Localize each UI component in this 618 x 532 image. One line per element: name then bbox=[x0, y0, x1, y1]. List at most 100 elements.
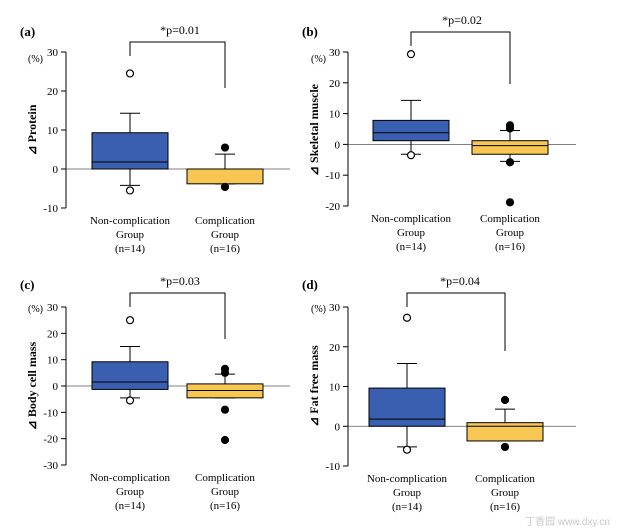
y-unit: (%) bbox=[311, 304, 326, 315]
y-tick-label: -30 bbox=[43, 460, 58, 472]
category-label: (n=14) bbox=[396, 241, 426, 253]
outlier-point bbox=[125, 186, 135, 195]
y-tick-label: 20 bbox=[47, 86, 59, 98]
panel-b: (b) (%) ⊿ Skeletal muscle -20 -10 0 10 20 30 *p=0… bbox=[302, 13, 576, 253]
y-tick-label: -20 bbox=[325, 201, 340, 213]
p-value-annotation: *p=0.02 bbox=[442, 13, 482, 27]
panel-d: (d) (%) ⊿ Fat free mass -10 0 10 20 30 *p=0.04 No… bbox=[302, 274, 576, 513]
category-label: Non-complication bbox=[90, 215, 171, 227]
y-tick-label: -20 bbox=[43, 434, 58, 446]
category-label: Group bbox=[397, 227, 426, 239]
box-group-non-complication bbox=[91, 316, 169, 405]
category-label: Group bbox=[496, 227, 525, 239]
category-label: Non-complication bbox=[367, 473, 448, 485]
panel-label: (d) bbox=[302, 277, 318, 292]
y-axis-label: ⊿ Body cell mass bbox=[25, 341, 39, 430]
outlier-point bbox=[402, 313, 412, 322]
box-group-complication bbox=[186, 143, 264, 192]
category-label: Complication bbox=[195, 472, 255, 484]
outlier-point bbox=[406, 50, 416, 59]
y-tick-label: 10 bbox=[47, 125, 59, 137]
panel-label: (c) bbox=[20, 277, 34, 292]
outlier-point bbox=[505, 158, 515, 167]
box-group-non-complication bbox=[91, 69, 169, 195]
y-axis-label: ⊿ Protein bbox=[25, 104, 39, 155]
panel-c: (c) (%) ⊿ Body cell mass -30 -20 -10 0 10 20 30 *p… bbox=[20, 274, 290, 512]
outlier-point bbox=[402, 445, 412, 454]
box bbox=[466, 422, 544, 442]
outlier-point bbox=[220, 182, 230, 192]
category-label: Complication bbox=[195, 215, 255, 227]
box bbox=[368, 387, 446, 427]
category-label: Group bbox=[116, 229, 145, 241]
category-label: (n=16) bbox=[210, 500, 240, 512]
y-tick-label: 20 bbox=[329, 78, 341, 90]
outlier-point bbox=[220, 405, 230, 414]
p-value-annotation: *p=0.03 bbox=[160, 274, 200, 288]
panel-label: (b) bbox=[302, 24, 318, 39]
y-tick-label: 10 bbox=[329, 109, 341, 121]
y-tick-label: 30 bbox=[329, 302, 341, 314]
outlier-point bbox=[406, 151, 416, 160]
y-tick-label: 30 bbox=[47, 302, 59, 314]
category-label: Non-complication bbox=[371, 213, 452, 225]
significance-bracket bbox=[129, 292, 226, 339]
box-group-non-complication bbox=[368, 313, 446, 454]
y-tick-label: 30 bbox=[329, 47, 341, 59]
category-label: (n=14) bbox=[115, 500, 145, 512]
y-tick-label: 0 bbox=[335, 139, 341, 151]
significance-bracket bbox=[410, 31, 511, 84]
box bbox=[91, 361, 169, 390]
box bbox=[186, 168, 264, 185]
category-label: (n=16) bbox=[210, 243, 240, 255]
box-group-complication bbox=[466, 395, 544, 452]
watermark: 丁香园 www.dxy.cn bbox=[525, 517, 610, 528]
category-label: (n=14) bbox=[392, 501, 422, 513]
y-tick-label: 10 bbox=[329, 382, 341, 394]
box bbox=[91, 132, 169, 170]
category-label: Complication bbox=[480, 213, 540, 225]
box bbox=[471, 140, 549, 155]
outlier-point bbox=[505, 124, 515, 133]
p-value-annotation: *p=0.01 bbox=[160, 23, 200, 37]
y-unit: (%) bbox=[28, 54, 43, 65]
y-tick-label: 0 bbox=[53, 381, 59, 393]
y-tick-label: 10 bbox=[47, 355, 59, 367]
y-axis-label: ⊿ Skeletal muscle bbox=[307, 83, 321, 176]
category-label: Non-complication bbox=[90, 472, 171, 484]
category-label: (n=16) bbox=[495, 241, 525, 253]
outlier-point bbox=[220, 435, 230, 445]
y-unit: (%) bbox=[311, 54, 326, 65]
y-tick-label: -10 bbox=[43, 203, 58, 215]
outlier-point bbox=[125, 396, 135, 405]
y-tick-label: 0 bbox=[335, 421, 341, 433]
category-label: Group bbox=[211, 486, 240, 498]
panel-a: (a) (%) ⊿ Protein -10 0 10 20 30 *p=0.01 Non-comp… bbox=[20, 23, 290, 255]
outlier-point bbox=[500, 442, 510, 452]
outlier-point bbox=[220, 368, 230, 377]
category-label: (n=14) bbox=[115, 243, 145, 255]
category-label: Group bbox=[491, 487, 520, 499]
category-label: Group bbox=[211, 229, 240, 241]
category-label: (n=16) bbox=[490, 501, 520, 513]
outlier-point bbox=[220, 143, 230, 152]
box-group-complication bbox=[471, 121, 549, 207]
y-unit: (%) bbox=[28, 304, 43, 315]
y-tick-label: 0 bbox=[53, 164, 59, 176]
category-label: Complication bbox=[475, 473, 535, 485]
y-tick-label: -10 bbox=[43, 407, 58, 419]
outlier-point bbox=[125, 69, 135, 78]
outlier-point bbox=[500, 395, 510, 405]
category-label: Group bbox=[393, 487, 422, 499]
y-tick-label: 30 bbox=[47, 47, 59, 59]
category-label: Group bbox=[116, 486, 145, 498]
significance-bracket bbox=[406, 292, 506, 351]
outlier-point bbox=[505, 198, 515, 207]
significance-bracket bbox=[129, 41, 226, 88]
y-tick-label: -10 bbox=[325, 461, 340, 473]
box-group-complication bbox=[186, 364, 264, 445]
y-tick-label: 20 bbox=[329, 342, 341, 354]
panel-label: (a) bbox=[20, 24, 35, 39]
p-value-annotation: *p=0.04 bbox=[440, 274, 480, 288]
